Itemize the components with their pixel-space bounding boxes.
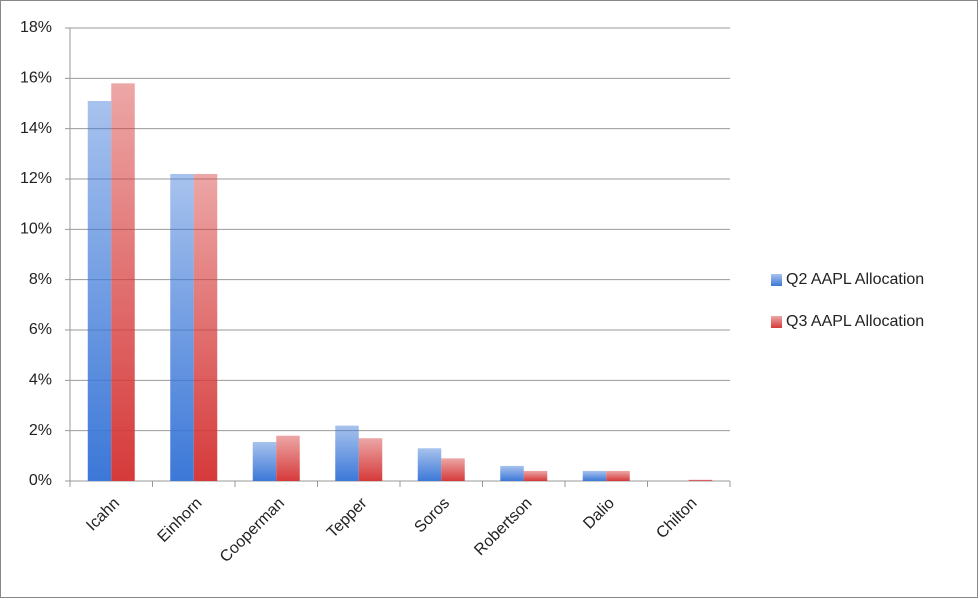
y-tick-label: 4% — [29, 372, 52, 389]
bar — [193, 173, 218, 481]
bar — [335, 425, 359, 481]
legend-label: Q2 AAPL Allocation — [786, 271, 924, 288]
bar — [688, 479, 713, 481]
y-tick-label: 14% — [20, 120, 52, 137]
y-tick-label: 12% — [20, 170, 52, 187]
bar — [111, 83, 135, 481]
bar — [170, 173, 194, 481]
bar — [417, 448, 442, 481]
bar — [358, 438, 383, 481]
y-tick-label: 16% — [20, 70, 52, 87]
bar — [276, 435, 300, 481]
bar — [523, 470, 548, 481]
y-tick-label: 18% — [20, 19, 52, 36]
bar — [582, 470, 607, 481]
bar — [441, 458, 465, 481]
bar — [500, 465, 524, 481]
bar — [606, 470, 630, 481]
legend-swatch — [771, 274, 782, 286]
legend-label: Q3 AAPL Allocation — [786, 313, 924, 330]
legend-swatch — [771, 316, 782, 328]
y-tick-label: 0% — [29, 472, 52, 489]
bar — [87, 100, 112, 481]
bar — [252, 441, 277, 481]
y-tick-label: 10% — [20, 221, 52, 238]
y-tick-label: 8% — [29, 271, 52, 288]
y-tick-label: 2% — [29, 422, 52, 439]
y-tick-label: 6% — [29, 321, 52, 338]
